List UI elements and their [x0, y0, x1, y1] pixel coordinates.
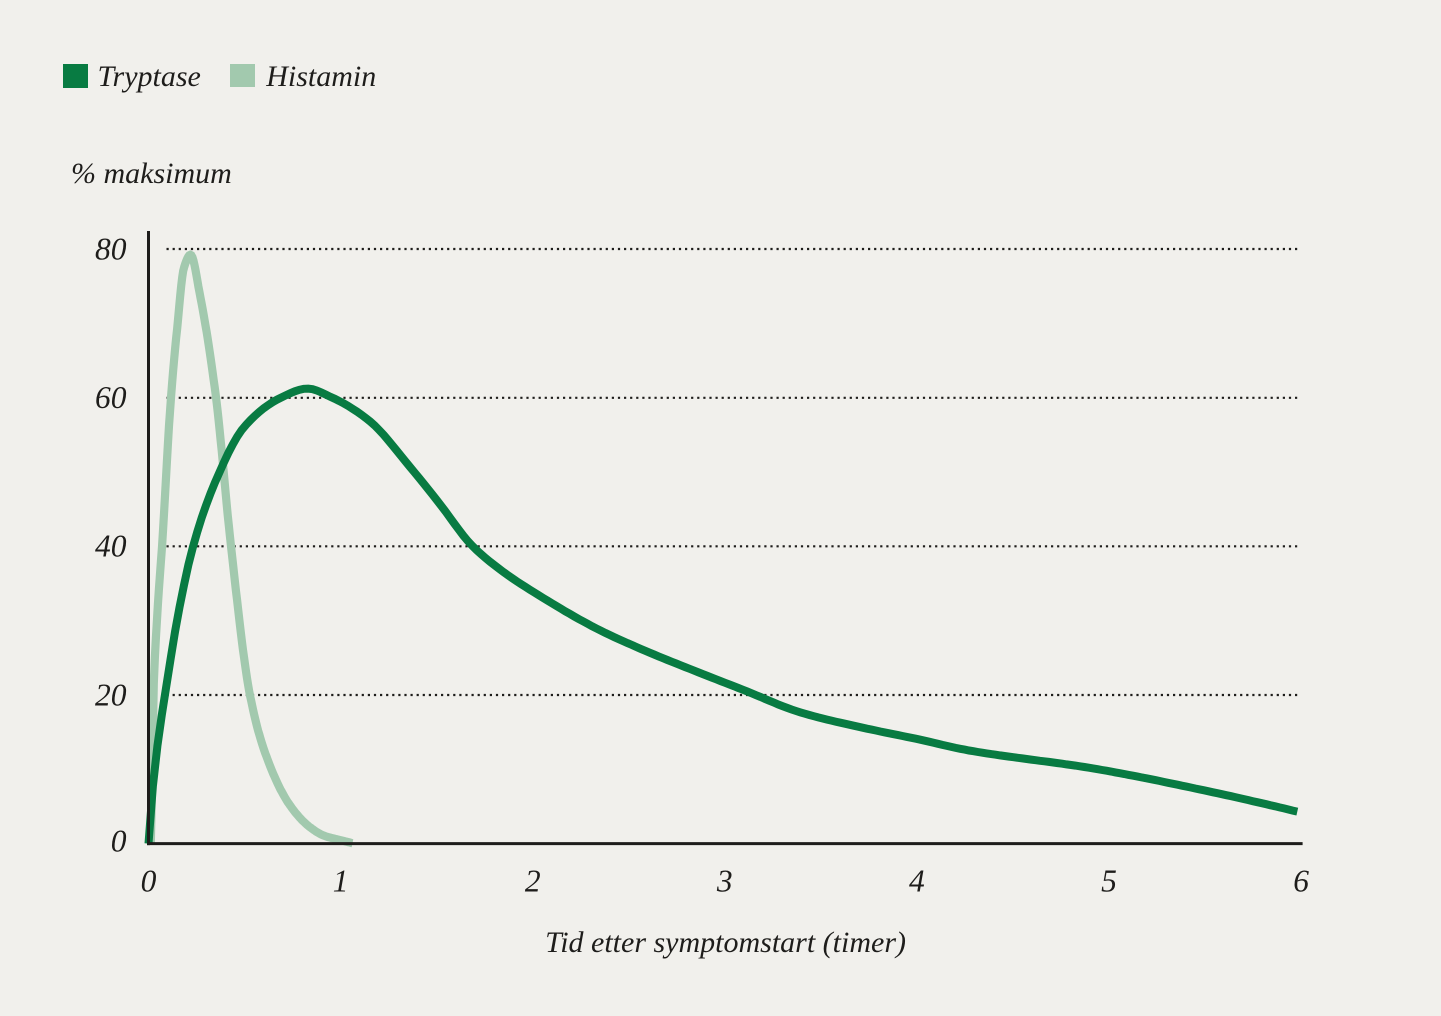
- svg-text:Tryptase: Tryptase: [98, 60, 201, 93]
- svg-text:60: 60: [95, 380, 127, 415]
- svg-text:Tid etter symptomstart (timer): Tid etter symptomstart (timer): [545, 926, 906, 959]
- svg-text:0: 0: [111, 823, 127, 858]
- svg-text:3: 3: [716, 864, 733, 899]
- svg-text:80: 80: [95, 231, 127, 266]
- svg-text:% maksimum: % maksimum: [71, 157, 232, 190]
- svg-text:5: 5: [1101, 864, 1117, 899]
- svg-text:Histamin: Histamin: [265, 60, 376, 93]
- svg-text:20: 20: [95, 677, 127, 712]
- svg-text:4: 4: [909, 864, 925, 899]
- svg-text:2: 2: [525, 864, 541, 899]
- svg-text:40: 40: [95, 529, 127, 564]
- svg-text:6: 6: [1293, 864, 1309, 899]
- svg-text:1: 1: [333, 864, 349, 899]
- svg-text:0: 0: [141, 864, 157, 899]
